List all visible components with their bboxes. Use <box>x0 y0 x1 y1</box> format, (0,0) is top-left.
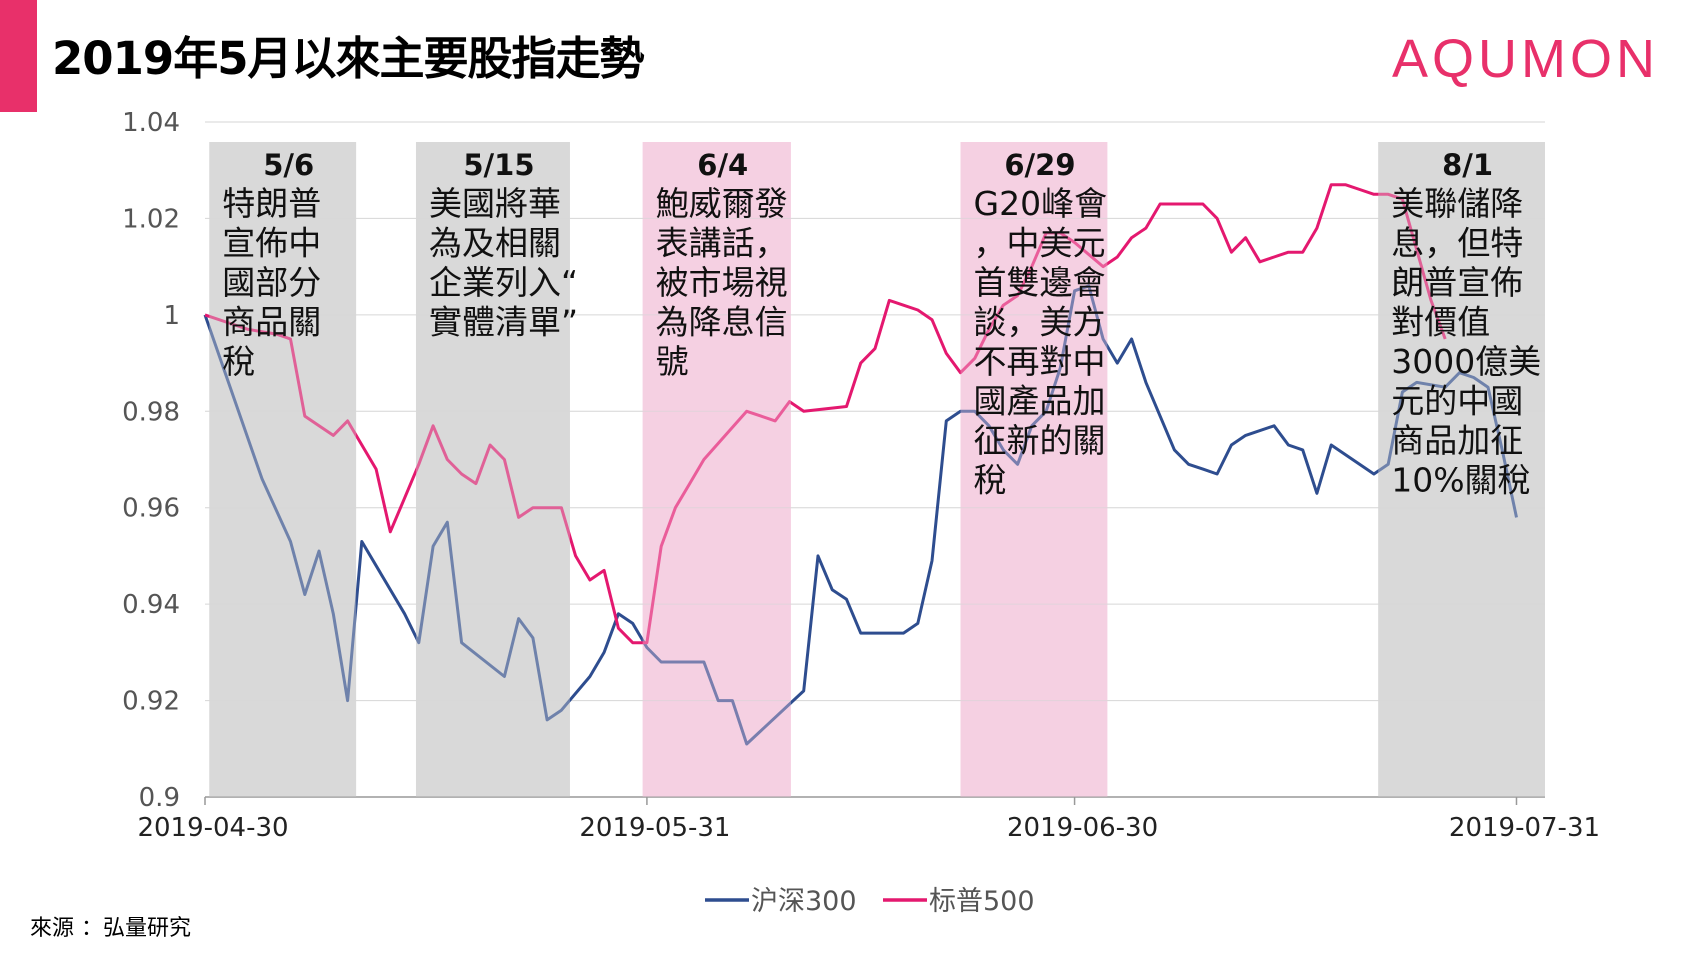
event-text: 談，美方 <box>974 303 1106 342</box>
event-text: 3000億美 <box>1391 342 1541 381</box>
y-tick-label: 0.96 <box>122 494 180 524</box>
event-text: 征新的關 <box>974 421 1106 460</box>
legend-label: 沪深300 <box>751 886 857 917</box>
event-band-overlay-1 <box>415 142 570 797</box>
event-text: 為降息信 <box>656 303 788 342</box>
event-text: 被市場視 <box>656 263 788 302</box>
event-text: 不再對中 <box>974 342 1106 381</box>
event-text: 商品加征 <box>1391 421 1523 460</box>
x-tick-label: 2019-06-30 <box>1007 813 1158 843</box>
x-tick-label: 2019-04-30 <box>137 813 288 843</box>
accent-bar <box>0 0 37 112</box>
event-text: 表講話， <box>656 224 788 263</box>
header: 2019年5月以來主要股指走勢 AQUMON <box>0 0 1687 112</box>
y-tick-label: 1.02 <box>122 204 180 234</box>
event-text: 商品關 <box>222 303 321 342</box>
legend-label: 标普500 <box>929 886 1035 917</box>
source-note: 來源 ：弘量研究 <box>30 916 191 941</box>
event-text: G20峰會 <box>974 184 1108 223</box>
event-date: 5/6 <box>263 148 314 182</box>
event-band-0 <box>209 142 357 797</box>
y-tick-label: 0.98 <box>122 397 180 427</box>
y-tick-label: 0.92 <box>122 687 180 717</box>
y-tick-label: 1 <box>163 301 180 331</box>
event-date: 5/15 <box>463 148 534 182</box>
event-band-4 <box>1378 142 1545 797</box>
event-text: 國部分 <box>222 263 321 302</box>
event-band-overlay-4 <box>1378 142 1545 797</box>
event-text: 朗普宣佈 <box>1391 263 1523 302</box>
event-date: 8/1 <box>1442 148 1493 182</box>
event-text: 號 <box>656 342 689 381</box>
event-band-overlay-3 <box>960 142 1108 797</box>
event-date: 6/29 <box>1004 148 1075 182</box>
event-text: 為及相關 <box>429 224 561 263</box>
event-text: 首雙邊會 <box>974 263 1106 302</box>
event-text: 美聯儲降 <box>1391 184 1523 223</box>
event-band-overlay-0 <box>209 142 357 797</box>
event-date: 6/4 <box>697 148 748 182</box>
event-text: 美國將華 <box>429 184 561 223</box>
event-text: 稅 <box>222 342 255 381</box>
event-text: 元的中國 <box>1391 382 1523 421</box>
event-text: 國產品加 <box>974 382 1106 421</box>
event-band-2 <box>642 142 791 797</box>
event-text: 宣佈中 <box>222 224 321 263</box>
y-tick-label: 1.04 <box>122 108 180 138</box>
x-tick-label: 2019-05-31 <box>579 813 730 843</box>
brand-logo: AQUMON <box>1392 29 1659 89</box>
event-band-overlay-2 <box>642 142 791 797</box>
event-text: 10%關稅 <box>1391 461 1530 500</box>
event-text: ，中美元 <box>974 224 1106 263</box>
event-text: 鮑威爾發 <box>656 184 788 223</box>
event-band-1 <box>415 142 570 797</box>
page-title: 2019年5月以來主要股指走勢 <box>52 32 645 85</box>
event-text: 息，但特 <box>1391 224 1523 263</box>
x-tick-label: 2019-07-31 <box>1449 813 1600 843</box>
series-line-0 <box>203 284 1518 746</box>
event-text: 特朗普 <box>222 184 321 223</box>
event-text: 企業列入“ <box>429 263 578 302</box>
event-text: 稅 <box>974 461 1007 500</box>
event-text: 實體清單” <box>429 303 578 342</box>
event-text: 對價值 <box>1391 303 1490 342</box>
series-line-1 <box>204 183 1447 645</box>
y-tick-label: 0.94 <box>122 590 180 620</box>
y-tick-label: 0.9 <box>139 783 180 813</box>
